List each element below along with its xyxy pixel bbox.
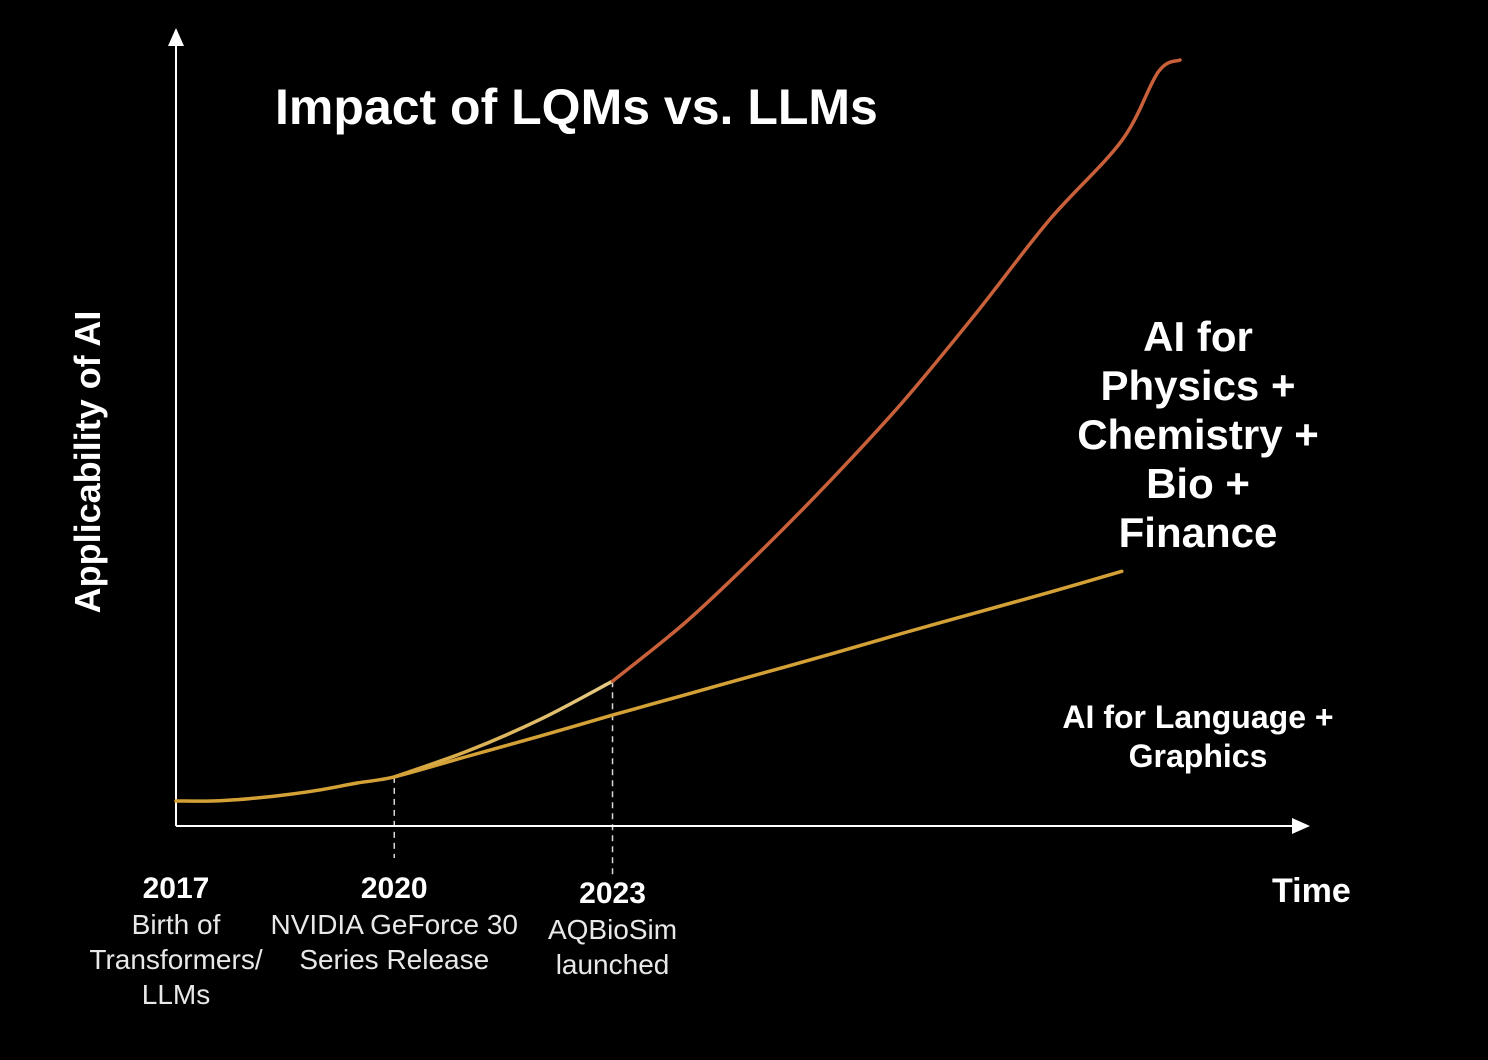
- tick-label-2023: 2023 AQBioSim launched: [548, 876, 677, 982]
- tick-year: 2017: [142, 872, 210, 905]
- tick-description-line: Transformers/: [89, 944, 263, 975]
- y-axis-label: Applicability of AI: [67, 310, 108, 614]
- y-axis-arrow-icon: [168, 28, 184, 46]
- tick-description-line: launched: [555, 949, 670, 980]
- series-line-physics-early: [392, 679, 615, 779]
- series-line-language-graphics: [174, 569, 1124, 803]
- series-line-physics-late: [610, 58, 1182, 683]
- tick-year: 2023: [579, 877, 646, 910]
- tick-label-2020: 2020 NVIDIA GeForce 30 Series Release: [271, 871, 518, 977]
- series-label-llm: AI for Language + Graphics: [1062, 699, 1334, 774]
- tick-description-line: Birth of: [131, 909, 221, 940]
- tick-description: AQBioSim launched: [548, 912, 677, 982]
- tick-description-line: Series Release: [299, 944, 490, 975]
- series-label-lqm: AI for Physics + Chemistry + Bio + Finan…: [1077, 313, 1319, 556]
- tick-year: 2020: [360, 872, 428, 905]
- tick-description: Birth of Transformers/LLMs: [89, 907, 262, 1012]
- tick-description-line: LLMs: [141, 979, 211, 1010]
- tick-description-line: AQBioSim: [547, 914, 678, 945]
- x-axis-arrow-icon: [1292, 818, 1310, 834]
- chart-title: Impact of LQMs vs. LLMs: [275, 79, 878, 135]
- tick-label-2017: 2017 Birth of Transformers/LLMs: [89, 871, 262, 1012]
- tick-description: NVIDIA GeForce 30 Series Release: [271, 907, 518, 977]
- tick-description-line: NVIDIA GeForce 30: [270, 909, 518, 940]
- x-axis-label: Time: [1272, 872, 1351, 910]
